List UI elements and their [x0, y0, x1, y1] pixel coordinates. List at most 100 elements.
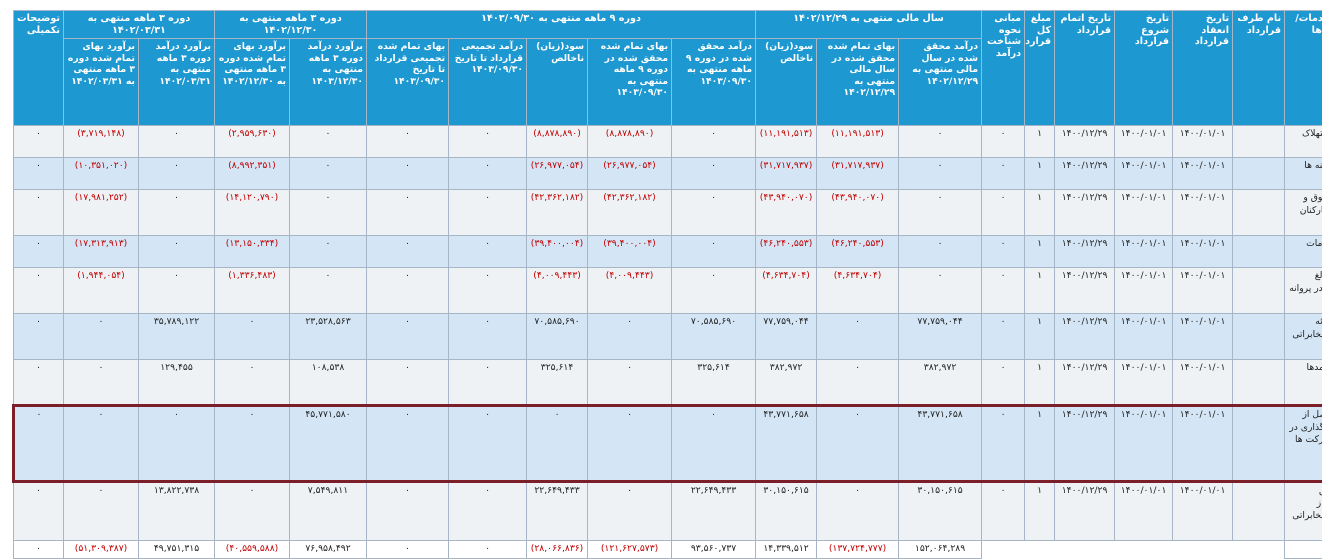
cell-description: سود حاصل از سرمایه گذاری در سهام شرکت ها	[1285, 406, 1322, 482]
cell-q1-revenue: ۱۰۸,۵۳۸	[290, 360, 367, 406]
header-start-date: تاریخ شروع قرارداد	[1115, 11, 1173, 126]
header-nine-profit: سود(زیان) ناخالص	[527, 39, 588, 126]
cell-contract-date: ۱۴۰۰/۰۱/۰۱	[1173, 190, 1233, 236]
header-quarter-1: دوره ۳ ماهه منتهی به ۱۴۰۲/۱۲/۳۰	[215, 11, 367, 39]
cell-q2-cost: ۰	[64, 482, 139, 541]
header-cumulative-revenue: درآمد تجمیعی قرارداد تا تاریخ ۱۴۰۳/۰۹/۳۰	[449, 39, 527, 126]
total-label: جمع	[1285, 541, 1322, 559]
cell-end-date: ۱۴۰۰/۱۲/۲۹	[1055, 126, 1115, 158]
cell-description: سایر هزینه ها	[1285, 158, 1322, 190]
total-cell-nine-revenue: ۹۳,۵۶۰,۷۳۷	[672, 541, 756, 559]
cell-cumulative-cost: ۰	[367, 314, 449, 360]
header-party: نام طرف قرارداد	[1233, 11, 1285, 126]
cell-contract-date: ۱۴۰۰/۰۱/۰۱	[1173, 406, 1233, 482]
cell-party	[1233, 158, 1285, 190]
table-row: درآمد ارائه خدمات مخابراتی۱۴۰۰/۰۱/۰۱۱۴۰۰…	[14, 314, 1322, 360]
cell-fy-revenue: ۴۳,۷۷۱,۶۵۸	[899, 406, 982, 482]
cell-q1-cost: (۱۳,۱۵۰,۳۳۴)	[215, 236, 290, 268]
cell-cumulative-cost: ۰	[367, 268, 449, 314]
cell-party	[1233, 360, 1285, 406]
cell-fy-cost: ۰	[817, 314, 899, 360]
cell-description: هزینه مبالغ پرداختی در پروانه فعالیت	[1285, 268, 1322, 314]
cell-nine-profit: ۷۰,۵۸۵,۶۹۰	[527, 314, 588, 360]
contracts-revenue-table: شرح خدمات/ قراردادها نام طرف قرارداد تار…	[12, 10, 1322, 559]
cell-party	[1233, 236, 1285, 268]
cell-basis: ۰	[982, 406, 1025, 482]
cell-notes: ۰	[14, 314, 64, 360]
cell-q1-cost: (۸,۹۹۲,۳۵۱)	[215, 158, 290, 190]
total-blank	[982, 541, 1285, 559]
cell-fy-revenue: ۰	[899, 158, 982, 190]
table-row: سایر درآمدها۱۴۰۰/۰۱/۰۱۱۴۰۰/۰۱/۰۱۱۴۰۰/۱۲/…	[14, 360, 1322, 406]
cell-fy-profit: (۴۶,۲۴۰,۵۵۳)	[756, 236, 817, 268]
cell-q2-revenue: ۰	[139, 190, 215, 236]
header-fy-cost: بهای تمام شده محقق شده در سال مالی منتهی…	[817, 39, 899, 126]
cell-contract-date: ۱۴۰۰/۰۱/۰۱	[1173, 158, 1233, 190]
header-q2-revenue: برآورد درآمد دوره ۳ ماهه منتهی به ۱۴۰۲/۰…	[139, 39, 215, 126]
total-cell-fy-profit: ۱۴,۳۳۹,۵۱۲	[756, 541, 817, 559]
cell-end-date: ۱۴۰۰/۱۲/۲۹	[1055, 314, 1115, 360]
cell-nine-revenue: ۰	[672, 158, 756, 190]
cell-q1-revenue: ۴۵,۷۷۱,۵۸۰	[290, 406, 367, 482]
cell-cumulative-revenue: ۰	[449, 236, 527, 268]
header-fy-revenue: درآمد محقق شده در سال مالی منتهی به ۱۴۰۲…	[899, 39, 982, 126]
cell-basis: ۰	[982, 268, 1025, 314]
cell-start-date: ۱۴۰۰/۰۱/۰۱	[1115, 268, 1173, 314]
header-q2-cost: برآورد بهای تمام شده دوره ۳ ماهه منتهی ب…	[64, 39, 139, 126]
total-cell-q2-cost: (۵۱,۳۰۹,۳۸۷)	[64, 541, 139, 559]
cell-party	[1233, 190, 1285, 236]
cell-fy-cost: ۰	[817, 406, 899, 482]
cell-nine-cost: (۴۲,۳۶۲,۱۸۲)	[588, 190, 672, 236]
cell-cumulative-revenue: ۰	[449, 190, 527, 236]
cell-q1-revenue: ۷,۵۴۹,۸۱۱	[290, 482, 367, 541]
cell-nine-revenue: ۰	[672, 236, 756, 268]
total-cell-fy-cost: (۱۳۷,۷۲۴,۷۷۷)	[817, 541, 899, 559]
total-cell-q1-cost: (۴۰,۵۵۹,۵۸۸)	[215, 541, 290, 559]
cell-fy-revenue: ۳۰,۱۵۰,۶۱۵	[899, 482, 982, 541]
cell-fy-profit: (۱۱,۱۹۱,۵۱۳)	[756, 126, 817, 158]
cell-q2-revenue: ۰	[139, 126, 215, 158]
cell-end-date: ۱۴۰۰/۱۲/۲۹	[1055, 268, 1115, 314]
cell-nine-cost: ۰	[588, 406, 672, 482]
cell-q2-revenue: ۰	[139, 406, 215, 482]
cell-q2-cost: ۰	[64, 360, 139, 406]
cell-start-date: ۱۴۰۰/۰۱/۰۱	[1115, 158, 1173, 190]
cell-cumulative-cost: ۰	[367, 190, 449, 236]
cell-fy-profit: ۳۰,۱۵۰,۶۱۵	[756, 482, 817, 541]
cell-basis: ۰	[982, 190, 1025, 236]
table-row: هزینه حقوق و مزایای کارکنان۱۴۰۰/۰۱/۰۱۱۴۰…	[14, 190, 1322, 236]
cell-cumulative-cost: ۰	[367, 158, 449, 190]
cell-cumulative-cost: ۰	[367, 236, 449, 268]
cell-amount: ۱	[1025, 360, 1055, 406]
cell-end-date: ۱۴۰۰/۱۲/۲۹	[1055, 158, 1115, 190]
cell-nine-revenue: ۷۰,۵۸۵,۶۹۰	[672, 314, 756, 360]
cell-end-date: ۱۴۰۰/۱۲/۲۹	[1055, 190, 1115, 236]
header-q1-revenue: برآورد درآمد دوره ۳ ماهه منتهی به ۱۴۰۳/۱…	[290, 39, 367, 126]
total-cell-nine-cost: (۱۲۱,۶۲۷,۵۷۳)	[588, 541, 672, 559]
cell-q1-cost: ۰	[215, 406, 290, 482]
header-basis: مبانی نحوه شناخت درآمد	[982, 11, 1025, 126]
cell-q2-cost: ۰	[64, 314, 139, 360]
table-row: درآمد حق استفاده از خدمات مخابراتی۱۴۰۰/۰…	[14, 482, 1322, 541]
cell-nine-revenue: ۳۲۵,۶۱۴	[672, 360, 756, 406]
cell-fy-revenue: ۰	[899, 190, 982, 236]
cell-notes: ۰	[14, 360, 64, 406]
cell-q1-cost: (۲,۹۵۹,۶۳۰)	[215, 126, 290, 158]
cell-basis: ۰	[982, 126, 1025, 158]
cell-amount: ۱	[1025, 126, 1055, 158]
cell-nine-profit: (۴۲,۳۶۲,۱۸۲)	[527, 190, 588, 236]
header-nine-cost: بهای تمام شده محقق شده در دوره ۹ ماهه من…	[588, 39, 672, 126]
cell-fy-profit: (۴,۶۳۴,۷۰۴)	[756, 268, 817, 314]
cell-cumulative-revenue: ۰	[449, 268, 527, 314]
cell-start-date: ۱۴۰۰/۰۱/۰۱	[1115, 360, 1173, 406]
table-row: هزینه خدمات قراردادی۱۴۰۰/۰۱/۰۱۱۴۰۰/۰۱/۰۱…	[14, 236, 1322, 268]
header-description: شرح خدمات/ قراردادها	[1285, 11, 1322, 126]
cell-description: درآمد حق استفاده از خدمات مخابراتی	[1285, 482, 1322, 541]
cell-notes: ۰	[14, 268, 64, 314]
cell-notes: ۰	[14, 126, 64, 158]
cell-fy-revenue: ۳۸۲,۹۷۲	[899, 360, 982, 406]
table-header: شرح خدمات/ قراردادها نام طرف قرارداد تار…	[14, 11, 1322, 126]
header-fiscal-year: سال مالی منتهی به ۱۴۰۲/۱۲/۲۹	[756, 11, 982, 39]
cell-amount: ۱	[1025, 190, 1055, 236]
cell-start-date: ۱۴۰۰/۰۱/۰۱	[1115, 126, 1173, 158]
